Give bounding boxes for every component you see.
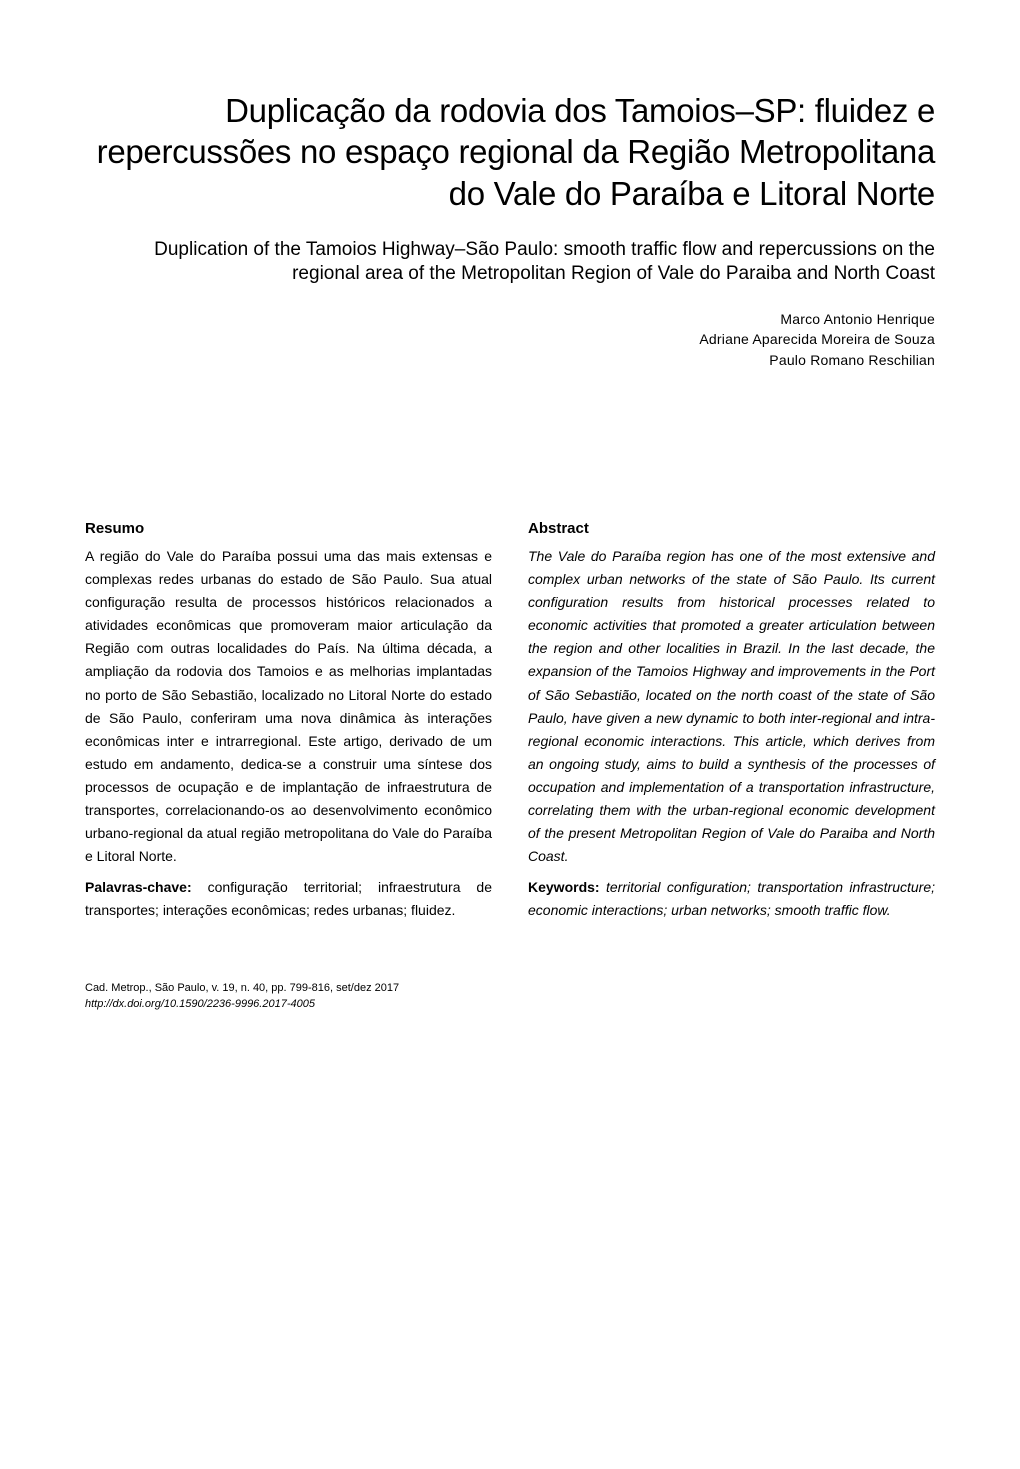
author-name: Marco Antonio Henrique [85,309,935,329]
footer-citation: Cad. Metrop., São Paulo, v. 19, n. 40, p… [85,981,935,997]
resumo-heading: Resumo [85,520,492,537]
palavras-chave-label: Palavras-chave: [85,879,192,895]
keywords: Keywords: territorial configuration; tra… [528,876,935,921]
abstract-heading: Abstract [528,520,935,537]
article-subtitle: Duplication of the Tamoios Highway–São P… [85,238,935,287]
resumo-body: A região do Vale do Paraíba possui uma d… [85,545,492,868]
palavras-chave: Palavras-chave: configuração territorial… [85,876,492,921]
author-name: Adriane Aparecida Moreira de Souza [85,329,935,349]
abstract-body: The Vale do Paraíba region has one of th… [528,545,935,868]
footer-doi: http://dx.doi.org/10.1590/2236-9996.2017… [85,997,935,1013]
author-name: Paulo Romano Reschilian [85,350,935,370]
footer: Cad. Metrop., São Paulo, v. 19, n. 40, p… [85,981,935,1013]
abstract-column: Abstract The Vale do Paraíba region has … [528,520,935,921]
article-title: Duplicação da rodovia dos Tamoios–SP: fl… [85,90,935,214]
keywords-label: Keywords: [528,879,600,895]
author-block: Marco Antonio Henrique Adriane Aparecida… [85,309,935,370]
abstract-columns: Resumo A região do Vale do Paraíba possu… [85,520,935,921]
resumo-column: Resumo A região do Vale do Paraíba possu… [85,520,492,921]
